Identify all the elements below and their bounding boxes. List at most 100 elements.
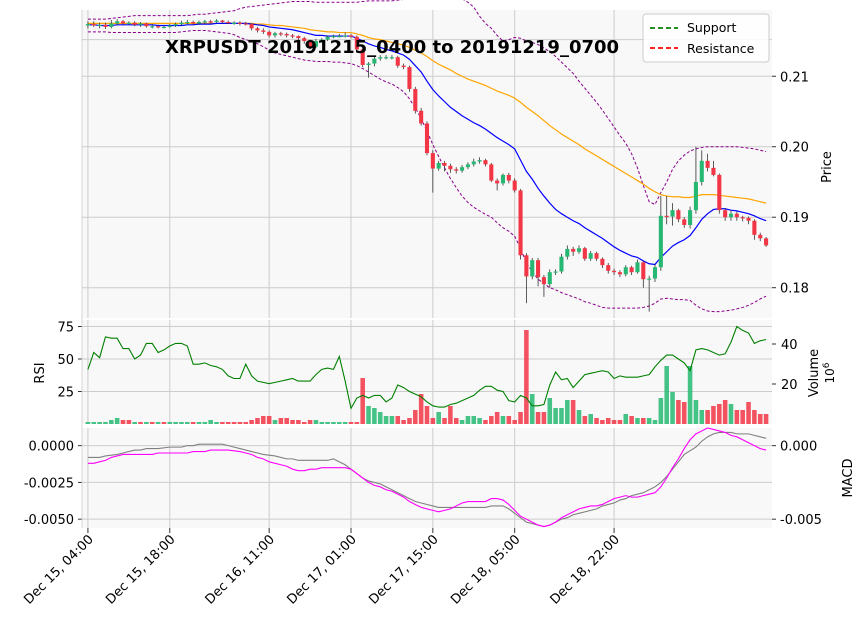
- volume-bar: [658, 398, 664, 424]
- volume-bar: [471, 416, 477, 424]
- volume-bar: [605, 418, 611, 424]
- volume-bar: [407, 418, 412, 424]
- macd-left-tick-label: 0.0000: [29, 440, 75, 455]
- candle-body: [161, 26, 166, 29]
- candle-body: [536, 260, 541, 278]
- volume-bar: [582, 416, 588, 424]
- volume-bar: [541, 412, 547, 424]
- volume-bar: [138, 422, 143, 424]
- macd-right-tick-label: -0.005: [780, 513, 822, 528]
- volume-bar: [331, 422, 336, 424]
- volume-bar: [489, 416, 494, 424]
- candle-body: [530, 260, 535, 277]
- candle-body: [419, 110, 424, 124]
- ema-fast-line: [87, 22, 767, 266]
- candle-body: [489, 164, 494, 181]
- candle-body: [296, 36, 301, 39]
- candle-body: [337, 36, 342, 38]
- macd-line: [87, 427, 767, 528]
- volume-bar: [506, 416, 512, 424]
- price-tick-label: 0.18: [780, 282, 809, 297]
- candle-body: [395, 57, 400, 66]
- candle-body: [594, 253, 599, 259]
- candle-body: [120, 21, 126, 24]
- candle-body: [413, 88, 418, 111]
- volume-bar: [611, 420, 617, 424]
- candle-body: [647, 278, 652, 280]
- candle-body: [728, 213, 734, 218]
- volume-bar: [301, 422, 307, 424]
- x-tick-label: Dec 18, 22:00: [548, 532, 623, 607]
- candle-body: [512, 180, 517, 191]
- rsi-tick-label: 50: [57, 353, 74, 368]
- volume-bar: [529, 394, 535, 424]
- volume-bar: [196, 422, 202, 424]
- candle-body: [267, 31, 272, 36]
- candle-body: [325, 36, 330, 40]
- volume-bar: [547, 398, 553, 424]
- candle-body: [635, 262, 640, 273]
- legend-support-label: Support: [687, 20, 737, 35]
- candle-body: [173, 24, 178, 26]
- volume-bar: [225, 422, 231, 424]
- volume-bar: [284, 418, 289, 424]
- candle-body: [448, 165, 453, 170]
- volume-bar: [290, 420, 295, 424]
- volume-bar: [617, 420, 623, 424]
- volume-bar: [155, 422, 161, 424]
- candle-body: [103, 24, 108, 27]
- candle-body: [758, 234, 763, 239]
- volume-bar: [500, 416, 506, 424]
- volume-bar: [395, 416, 401, 424]
- candle-body: [524, 255, 529, 277]
- candle-body: [313, 41, 318, 47]
- candle-body: [319, 39, 324, 42]
- x-tick-label: Dec 15, 04:00: [21, 532, 96, 607]
- volume-bar: [173, 422, 178, 424]
- candle-body: [553, 271, 558, 273]
- candle-body: [641, 262, 646, 280]
- candle-body: [454, 169, 459, 171]
- volume-bar: [453, 418, 459, 424]
- volume-bar: [418, 394, 424, 424]
- candle-body: [506, 174, 511, 181]
- rsi-tick-label: 25: [57, 386, 74, 401]
- candle-body: [85, 24, 90, 26]
- candle-body: [477, 160, 482, 162]
- volume-bar: [261, 416, 266, 424]
- candle-body: [196, 21, 202, 24]
- price-axis-label: Price: [820, 151, 835, 183]
- volume-bar: [202, 422, 208, 424]
- volume-bar: [722, 400, 728, 424]
- candle-body: [670, 210, 675, 217]
- rsi-layer: [87, 325, 767, 410]
- candle-body: [255, 28, 260, 31]
- x-tick-label: Dec 18, 05:00: [448, 532, 523, 607]
- volume-bar: [442, 418, 447, 424]
- candle-body: [208, 21, 213, 23]
- volume-bar: [296, 420, 301, 424]
- volume-bar: [179, 422, 184, 424]
- legend-box: [642, 13, 770, 63]
- candle-body: [243, 23, 248, 25]
- candle-body: [734, 213, 739, 218]
- candle-body: [740, 217, 745, 219]
- candle-body: [676, 210, 681, 220]
- volume-bar: [676, 400, 681, 424]
- macd-left-tick-label: -0.0050: [24, 513, 74, 528]
- volume-bar: [711, 406, 716, 424]
- candle-body: [331, 36, 336, 38]
- price-tick-label: 0.21: [780, 70, 809, 85]
- volume-bar: [565, 400, 570, 424]
- candle-body: [576, 248, 582, 252]
- macd-layer: [87, 427, 767, 528]
- candle-body: [237, 22, 242, 24]
- volume-bar: [430, 418, 436, 424]
- candle-body: [360, 49, 365, 65]
- candle-body: [144, 23, 149, 27]
- volume-bar: [149, 422, 155, 424]
- volume-bar: [237, 422, 243, 424]
- candle-body: [606, 265, 611, 271]
- volume-bar: [494, 412, 500, 424]
- candle-body: [682, 219, 687, 225]
